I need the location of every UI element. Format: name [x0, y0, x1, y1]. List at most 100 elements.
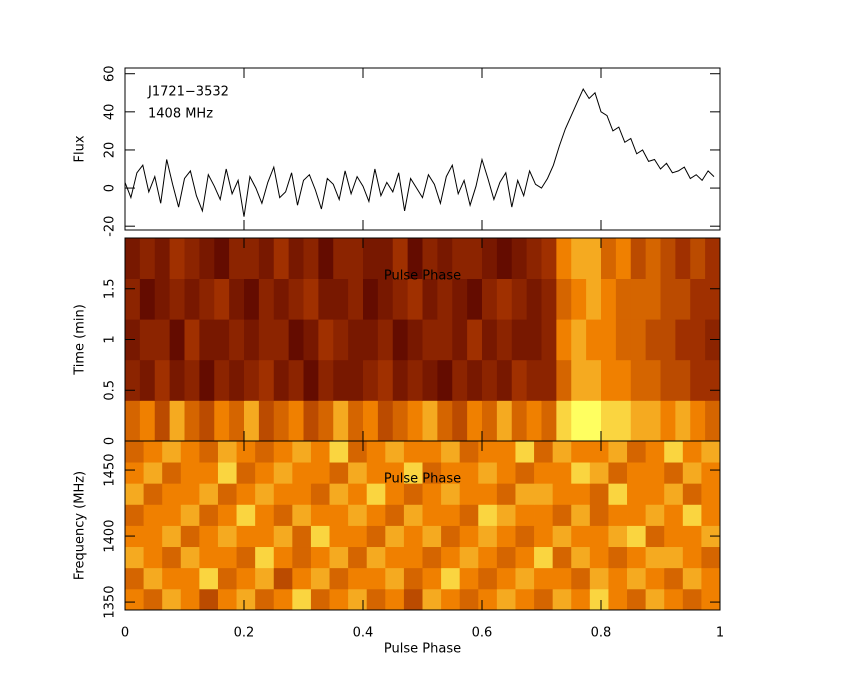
heat-cell	[292, 462, 312, 484]
heat-cell	[459, 546, 479, 569]
heat-cell	[422, 441, 442, 463]
heat-cell	[534, 441, 554, 463]
heat-cell	[441, 588, 461, 611]
heat-cell	[199, 400, 215, 442]
heat-cell	[496, 238, 513, 279]
heat-cell	[630, 359, 647, 401]
y-tick-label: 1400	[103, 520, 118, 553]
heat-cell	[199, 588, 219, 611]
y-tick-label: -20	[103, 216, 118, 237]
heat-cell	[496, 319, 513, 361]
y-tick-label: 40	[103, 104, 118, 121]
heat-cell	[552, 567, 572, 590]
heat-cell	[255, 462, 275, 484]
heat-cell	[385, 525, 405, 548]
heat-cell	[552, 483, 572, 505]
heat-cell	[143, 525, 163, 548]
heat-cell	[682, 462, 702, 484]
heat-cell	[552, 504, 572, 526]
heat-cell	[452, 238, 468, 279]
heat-cell	[273, 546, 293, 569]
heat-cell	[645, 278, 661, 320]
heat-cell	[534, 567, 554, 590]
heat-cell	[329, 462, 349, 484]
heat-cell	[244, 319, 260, 361]
heat-cell	[556, 238, 572, 279]
heat-cell	[184, 319, 200, 361]
heat-cell	[482, 400, 498, 442]
heat-cell	[515, 504, 535, 526]
heat-cell	[701, 483, 721, 505]
heat-cell	[552, 441, 572, 463]
heat-cell	[258, 319, 275, 361]
heat-cell	[571, 504, 591, 526]
heat-cell	[310, 441, 330, 463]
heat-cell	[199, 238, 215, 279]
heat-cell	[682, 504, 702, 526]
heat-cell	[363, 278, 379, 320]
heat-cell	[236, 504, 256, 526]
heat-cell	[541, 319, 557, 361]
heat-cell	[496, 588, 516, 611]
heat-cell	[154, 319, 171, 361]
heat-cell	[139, 359, 156, 401]
heat-cell	[333, 278, 349, 320]
heat-cell	[377, 319, 394, 361]
heat-cell	[627, 504, 647, 526]
heat-cell	[682, 567, 702, 590]
heat-cell	[645, 588, 665, 611]
heat-cell	[441, 525, 461, 548]
heat-cell	[273, 319, 290, 361]
heat-cell	[143, 441, 163, 463]
heat-cell	[478, 567, 498, 590]
heat-cell	[511, 278, 528, 320]
heat-cell	[437, 278, 453, 320]
heat-cell	[682, 525, 702, 548]
heat-cell	[482, 359, 498, 401]
heat-cell	[292, 525, 312, 548]
heat-cell	[273, 504, 293, 526]
heat-cell	[552, 546, 572, 569]
heat-cell	[348, 319, 364, 361]
heat-cell	[258, 400, 275, 442]
heat-cell	[705, 400, 721, 442]
heat-cell	[407, 400, 423, 442]
heat-cell	[515, 546, 535, 569]
y-tick-label: 0	[103, 184, 118, 192]
heat-cell	[664, 588, 684, 611]
y-tick-label: 20	[103, 142, 118, 159]
heat-cell	[615, 319, 632, 361]
y-axis-label: Time (min)	[73, 304, 88, 376]
heat-cell	[273, 400, 290, 442]
heat-cell	[571, 483, 591, 505]
heat-cell	[496, 546, 516, 569]
x-tick-label: 0.2	[234, 626, 255, 641]
heat-cell	[664, 483, 684, 505]
heat-cell	[682, 483, 702, 505]
heat-cell	[422, 319, 438, 361]
heat-cell	[515, 567, 535, 590]
heat-cell	[452, 400, 468, 442]
heat-cell	[586, 238, 602, 279]
heat-cell	[627, 546, 647, 569]
heat-cell	[541, 278, 557, 320]
heat-cell	[318, 400, 334, 442]
heat-cell	[162, 567, 182, 590]
heat-cell	[199, 525, 219, 548]
heat-cell	[403, 462, 423, 484]
heat-cell	[608, 546, 628, 569]
heat-cell	[125, 546, 144, 569]
heat-cell	[441, 567, 461, 590]
heat-cell	[125, 238, 141, 279]
y-axis-label: Frequency (MHz)	[73, 471, 88, 580]
heat-cell	[288, 238, 304, 279]
heat-cell	[608, 441, 628, 463]
heat-cell	[255, 483, 275, 505]
heat-cell	[601, 278, 617, 320]
panel-frame	[124, 440, 721, 611]
heat-cell	[459, 504, 479, 526]
heat-cell	[217, 525, 237, 548]
heat-cell	[318, 319, 334, 361]
heat-cell	[701, 567, 721, 590]
heat-cell	[292, 483, 312, 505]
